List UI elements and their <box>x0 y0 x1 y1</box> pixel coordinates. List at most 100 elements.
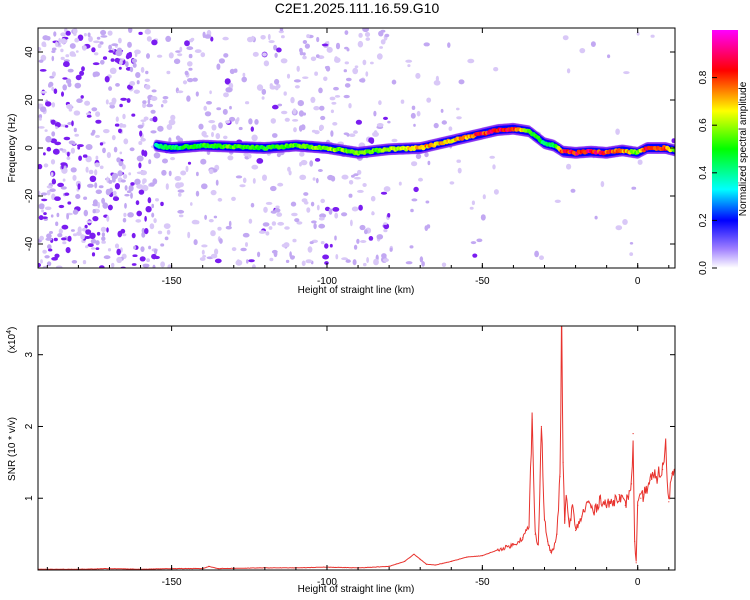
noise-blob <box>103 129 110 134</box>
snr-point <box>556 533 558 535</box>
noise-blob <box>314 158 321 162</box>
noise-blob <box>65 30 71 36</box>
noise-blob <box>97 43 102 49</box>
noise-blob <box>129 66 134 73</box>
noise-blob <box>96 231 101 236</box>
x-tick-label: -50 <box>475 577 490 588</box>
noise-blob <box>133 245 137 250</box>
noise-blob <box>63 136 71 141</box>
noise-blob <box>281 110 288 115</box>
noise-blob <box>210 189 217 196</box>
noise-blob <box>92 209 96 214</box>
noise-blob <box>152 264 156 268</box>
noise-blob <box>615 225 623 231</box>
noise-blob <box>671 138 675 144</box>
noise-blob <box>106 176 109 183</box>
noise-blob <box>113 146 118 153</box>
spectrogram-xlabel: Height of straight line (km) <box>298 285 415 296</box>
noise-blob <box>265 201 273 205</box>
noise-blob <box>170 157 176 161</box>
noise-blob <box>382 258 389 262</box>
noise-blob <box>74 133 79 137</box>
noise-blob <box>160 104 164 108</box>
noise-blob <box>119 59 123 66</box>
noise-blob <box>202 31 206 38</box>
noise-blob <box>97 201 100 209</box>
noise-blob <box>222 108 228 115</box>
noise-blob <box>263 206 268 213</box>
noise-blob <box>77 183 81 190</box>
noise-blob <box>411 105 416 111</box>
noise-blob <box>208 120 216 124</box>
noise-blob <box>157 125 164 132</box>
noise-blob <box>273 250 278 258</box>
noise-blob <box>82 45 87 51</box>
noise-blob <box>64 192 70 196</box>
noise-blob <box>247 153 252 159</box>
noise-blob <box>55 126 58 130</box>
y-tick-label: 40 <box>24 46 35 58</box>
noise-blob <box>273 44 278 51</box>
noise-blob <box>144 228 149 235</box>
noise-blob <box>310 56 317 62</box>
noise-blob <box>314 130 320 135</box>
noise-blob <box>151 203 154 209</box>
noise-blob <box>353 244 358 250</box>
noise-blob <box>321 43 329 47</box>
noise-blob <box>38 114 43 119</box>
noise-blob <box>166 229 171 235</box>
noise-blob <box>54 253 60 258</box>
noise-blob <box>85 229 92 235</box>
noise-blob <box>177 189 185 193</box>
noise-blob <box>476 238 483 243</box>
noise-blob <box>139 130 143 137</box>
noise-blob <box>61 237 67 241</box>
snr-series-line <box>38 326 675 570</box>
noise-blob <box>39 69 47 72</box>
noise-blob <box>283 91 287 96</box>
noise-blob <box>271 221 277 226</box>
noise-blob <box>85 112 91 116</box>
noise-blob <box>38 59 44 63</box>
noise-blob <box>607 54 611 59</box>
snr-point <box>528 526 530 528</box>
noise-blob <box>142 100 147 104</box>
noise-blob <box>109 104 115 109</box>
noise-blob <box>204 214 208 220</box>
noise-blob <box>343 132 349 136</box>
noise-blob <box>165 35 172 43</box>
noise-blob <box>456 159 462 163</box>
colorbar-tick-label: 0.0 <box>698 261 709 275</box>
noise-blob <box>107 204 113 211</box>
noise-blob <box>131 113 136 117</box>
noise-blob <box>210 230 216 237</box>
noise-blob <box>108 102 116 106</box>
noise-blob <box>493 189 499 195</box>
noise-blob <box>95 247 100 251</box>
snr-xlabel: Height of straight line (km) <box>298 584 415 595</box>
noise-blob <box>208 219 214 223</box>
noise-blob <box>98 185 104 189</box>
noise-blob <box>100 35 108 38</box>
noise-blob <box>380 39 386 45</box>
noise-blob <box>441 262 447 268</box>
noise-blob <box>83 196 88 200</box>
noise-blob <box>311 220 317 224</box>
noise-blob <box>316 36 320 43</box>
noise-blob <box>124 185 128 191</box>
noise-blob <box>136 210 142 217</box>
noise-blob <box>61 163 64 170</box>
noise-blob <box>213 215 218 219</box>
noise-blob <box>77 226 82 233</box>
noise-blob <box>88 169 94 175</box>
colorbar-tick-label: 0.4 <box>698 165 709 179</box>
noise-blob <box>288 170 292 176</box>
noise-blob <box>319 213 327 218</box>
noise-blob <box>160 201 164 207</box>
noise-blob <box>229 105 232 110</box>
noise-blob <box>324 66 329 69</box>
noise-blob <box>262 222 270 227</box>
noise-blob <box>76 98 83 103</box>
noise-blob <box>366 257 369 263</box>
noise-blob <box>187 231 191 239</box>
